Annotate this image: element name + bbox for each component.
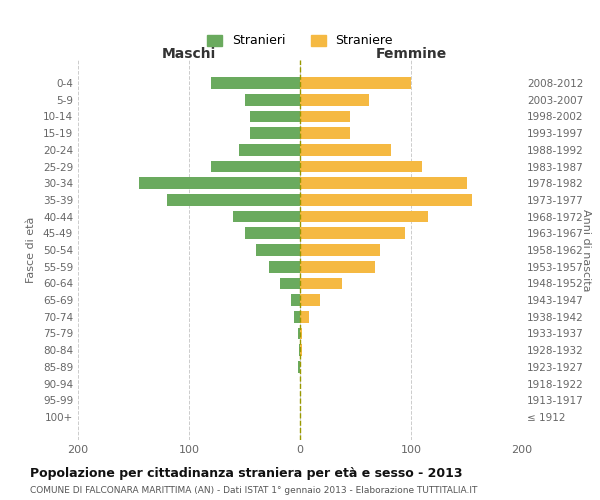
- Text: Popolazione per cittadinanza straniera per età e sesso - 2013: Popolazione per cittadinanza straniera p…: [30, 467, 463, 480]
- Bar: [298, 328, 300, 340]
- Bar: [239, 144, 300, 156]
- Bar: [250, 110, 300, 122]
- Bar: [299, 344, 300, 356]
- Bar: [233, 211, 300, 222]
- Legend: Stranieri, Straniere: Stranieri, Straniere: [201, 28, 399, 54]
- Bar: [211, 78, 300, 89]
- Bar: [300, 94, 369, 106]
- Bar: [300, 244, 380, 256]
- Bar: [300, 261, 376, 272]
- Bar: [291, 294, 300, 306]
- Bar: [300, 211, 428, 222]
- Bar: [300, 228, 406, 239]
- Bar: [300, 328, 302, 340]
- Bar: [298, 361, 300, 372]
- Bar: [250, 128, 300, 139]
- Bar: [139, 178, 300, 189]
- Bar: [300, 311, 309, 322]
- Bar: [300, 294, 320, 306]
- Text: Maschi: Maschi: [162, 48, 216, 62]
- Bar: [295, 311, 300, 322]
- Text: COMUNE DI FALCONARA MARITTIMA (AN) - Dati ISTAT 1° gennaio 2013 - Elaborazione T: COMUNE DI FALCONARA MARITTIMA (AN) - Dat…: [30, 486, 478, 495]
- Bar: [300, 128, 350, 139]
- Bar: [300, 194, 472, 206]
- Bar: [245, 94, 300, 106]
- Bar: [167, 194, 300, 206]
- Bar: [300, 110, 350, 122]
- Bar: [256, 244, 300, 256]
- Bar: [300, 178, 467, 189]
- Bar: [300, 78, 411, 89]
- Bar: [300, 344, 302, 356]
- Bar: [300, 278, 342, 289]
- Bar: [300, 144, 391, 156]
- Bar: [300, 160, 422, 172]
- Bar: [280, 278, 300, 289]
- Y-axis label: Fasce di età: Fasce di età: [26, 217, 36, 283]
- Y-axis label: Anni di nascita: Anni di nascita: [581, 209, 590, 291]
- Bar: [211, 160, 300, 172]
- Bar: [269, 261, 300, 272]
- Text: Femmine: Femmine: [376, 48, 446, 62]
- Bar: [245, 228, 300, 239]
